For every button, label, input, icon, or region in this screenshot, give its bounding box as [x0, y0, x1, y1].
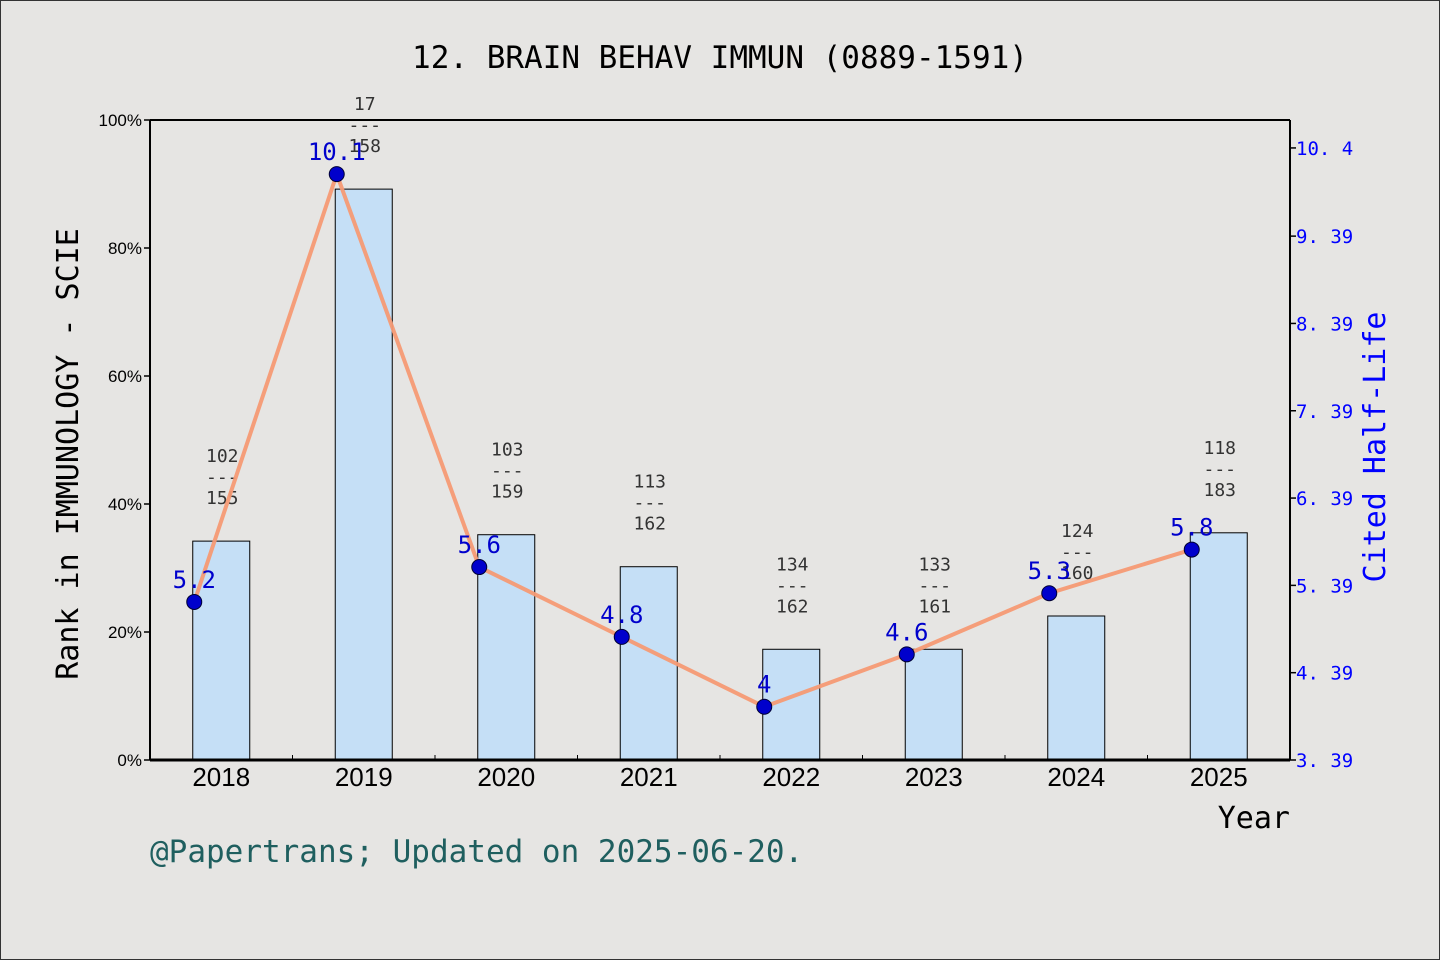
y-left-tick-label: 60%: [108, 367, 142, 386]
half-life-label-2024: 5.3: [1028, 557, 1071, 585]
bar-2024: [1047, 615, 1106, 761]
half-life-point-2022: [756, 698, 773, 715]
rank-separator-2023: ---: [918, 575, 951, 596]
y-right-tick-label: 9. 39: [1296, 226, 1353, 248]
rank-label-2025: 118: [1203, 438, 1236, 459]
rank-label-2020: 103: [491, 440, 524, 461]
rank-separator-2020: ---: [491, 461, 524, 482]
x-tick-label-2023: 2023: [905, 762, 963, 792]
x-tick-label-2020: 2020: [477, 762, 535, 792]
y-right-tick-label: 7. 39: [1296, 401, 1353, 423]
bar-2025: [1189, 532, 1248, 761]
half-life-point-2020: [471, 559, 488, 576]
x-tick-label-2018: 2018: [192, 762, 250, 792]
rank-label-2024: 124: [1061, 521, 1094, 542]
rank-separator-2021: ---: [633, 493, 666, 514]
y-left-tick-label: 40%: [108, 495, 142, 514]
x-tick-label-2022: 2022: [762, 762, 820, 792]
bar-2021: [619, 566, 678, 761]
y-axis-left-label: Rank in IMMUNOLOGY - SCIE: [51, 228, 86, 680]
y-right-tick-label: 5. 39: [1296, 575, 1353, 597]
total-label-2023: 161: [918, 596, 951, 617]
y-right-tick-label: 10. 4: [1296, 138, 1353, 160]
total-label-2020: 159: [491, 482, 524, 503]
rank-label-2018: 102: [206, 446, 239, 467]
total-label-2022: 162: [776, 596, 809, 617]
x-axis-label: Year: [1218, 801, 1290, 836]
y-left-tick-label: 80%: [108, 239, 142, 258]
bar-2023: [904, 648, 963, 761]
half-life-point-2021: [613, 628, 630, 645]
rank-separator-2024: ---: [1061, 542, 1094, 563]
chart-title: 12. BRAIN BEHAV IMMUN (0889-1591): [412, 40, 1028, 76]
half-life-label-2020: 5.6: [458, 531, 501, 559]
y-axis-right-label: Cited Half-Life: [1358, 312, 1393, 583]
half-life-label-2023: 4.6: [885, 618, 928, 646]
total-label-2019: 158: [348, 136, 381, 157]
rank-separator-2022: ---: [776, 575, 809, 596]
rank-label-2023: 133: [918, 554, 951, 575]
half-life-point-2025: [1183, 541, 1200, 558]
half-life-label-2025: 5.8: [1170, 514, 1213, 542]
half-life-label-2021: 4.8: [600, 601, 643, 629]
rank-label-2019: 17: [354, 94, 376, 115]
rank-separator-2019: ---: [348, 115, 381, 136]
rank-separator-2025: ---: [1203, 459, 1236, 480]
y-right-tick-label: 6. 39: [1296, 488, 1353, 510]
bar-2022: [762, 648, 821, 761]
rank-label-2022: 134: [776, 554, 809, 575]
half-life-point-2018: [186, 593, 203, 610]
y-left-tick-label: 100%: [99, 111, 142, 130]
total-label-2024: 160: [1061, 563, 1094, 584]
x-tick-label-2025: 2025: [1190, 762, 1248, 792]
half-life-point-2023: [898, 646, 915, 663]
total-label-2018: 155: [206, 488, 239, 509]
rank-separator-2018: ---: [206, 467, 239, 488]
x-tick-label-2021: 2021: [620, 762, 678, 792]
y-left-tick-label: 0%: [117, 751, 142, 770]
half-life-label-2019: 10.1: [308, 138, 366, 166]
total-label-2021: 162: [633, 514, 666, 535]
y-right-tick-label: 3. 39: [1296, 750, 1353, 772]
y-left-tick-label: 20%: [108, 623, 142, 642]
half-life-point-2024: [1041, 585, 1058, 602]
half-life-point-2019: [328, 166, 345, 183]
half-life-line: [192, 172, 1193, 709]
x-tick-label-2024: 2024: [1047, 762, 1105, 792]
half-life-label-2018: 5.2: [173, 566, 216, 594]
y-right-tick-label: 8. 39: [1296, 313, 1353, 335]
bar-2019: [334, 188, 393, 761]
rank-label-2021: 113: [633, 472, 666, 493]
half-life-label-2022: 4: [757, 671, 771, 699]
y-right-tick-label: 4. 39: [1296, 663, 1353, 685]
footer-credit: @Papertrans; Updated on 2025-06-20.: [150, 834, 804, 870]
total-label-2025: 183: [1203, 480, 1236, 501]
x-tick-label-2019: 2019: [335, 762, 393, 792]
